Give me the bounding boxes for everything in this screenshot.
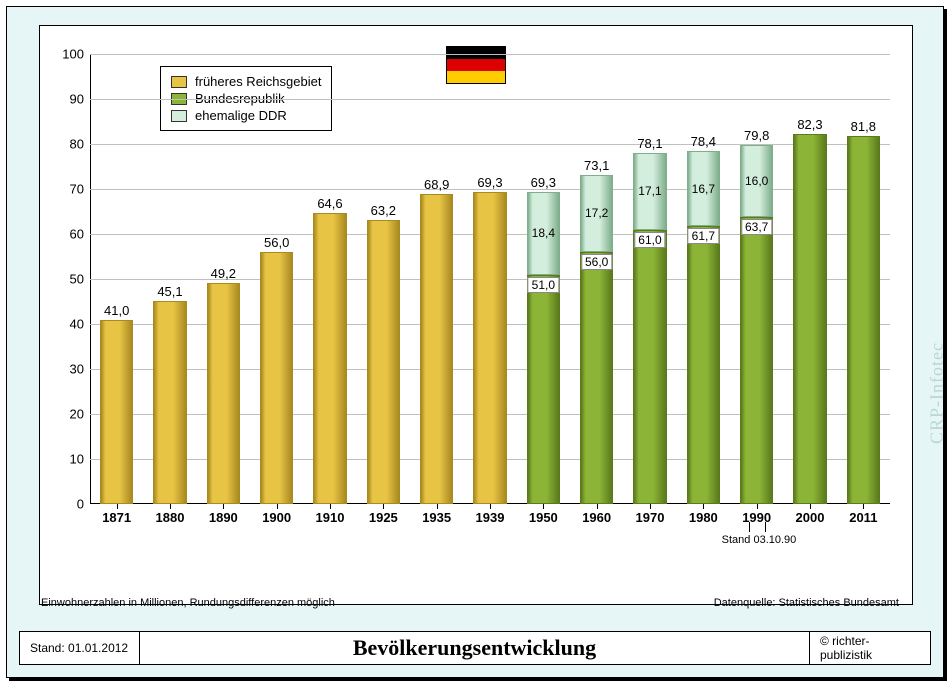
bar-group: 61,716,778,4 [687, 151, 720, 504]
bar-value-total: 56,0 [260, 235, 293, 252]
x-tick [383, 504, 384, 509]
bar-group: 63,716,079,8 [740, 145, 773, 504]
bar-value-brd: 63,7 [741, 219, 772, 235]
y-tick-label: 10 [60, 452, 90, 467]
x-tick [810, 504, 811, 509]
y-tick-label: 90 [60, 92, 90, 107]
bar-value-total: 68,9 [420, 177, 453, 194]
footnote-left: Einwohnerzahlen in Millionen, Rundungsdi… [41, 597, 335, 609]
bar-brd [740, 217, 773, 504]
bar-value-total: 45,1 [153, 284, 186, 301]
y-tick-label: 40 [60, 317, 90, 332]
bar-value-ddr: 16,7 [687, 182, 720, 196]
bar-brd [527, 275, 560, 505]
bar-value-total: 81,8 [847, 119, 880, 136]
bar-value-total: 79,8 [740, 128, 773, 145]
bar-brd [633, 230, 666, 505]
bar-value-brd: 56,0 [581, 254, 612, 270]
bar-group: 51,018,469,3 [527, 192, 560, 504]
bar-value-brd: 61,7 [688, 228, 719, 244]
bar-value-ddr: 16,0 [740, 174, 773, 188]
bar-brd [687, 226, 720, 504]
bar-reich [153, 301, 186, 504]
bar-value-brd: 61,0 [634, 232, 665, 248]
y-tick-label: 100 [60, 47, 90, 62]
bar-group: 56,0 [260, 252, 293, 504]
bar-value-total: 78,4 [687, 134, 720, 151]
bar-reich [313, 213, 346, 504]
bar-reich [473, 192, 506, 504]
x-tick [863, 504, 864, 509]
tick-1990-marker [765, 522, 766, 532]
bar-group: 82,3 [793, 134, 826, 504]
bar-value-total: 73,1 [580, 158, 613, 175]
bar-value-total: 63,2 [367, 203, 400, 220]
x-tick [597, 504, 598, 509]
bar-brd [580, 252, 613, 504]
bar-brd [793, 134, 826, 504]
bar-group: 81,8 [847, 136, 880, 504]
watermark: CRP-Infotec [927, 342, 948, 444]
bar-value-total: 69,3 [473, 175, 506, 192]
x-tick [650, 504, 651, 509]
outer-frame: früheres Reichsgebiet Bundesrepublik ehe… [6, 6, 944, 678]
bar-value-total: 78,1 [633, 136, 666, 153]
bar-group: 61,017,178,1 [633, 153, 666, 504]
y-tick-label: 50 [60, 272, 90, 287]
x-tick [170, 504, 171, 509]
gridline [90, 54, 890, 55]
bar-value-total: 49,2 [207, 266, 240, 283]
bar-reich [420, 194, 453, 504]
bar-value-ddr: 17,1 [633, 184, 666, 198]
plot-area: 010203040506070809010041,0187145,1188049… [90, 54, 890, 504]
footnote-right: Datenquelle: Statistisches Bundesamt [714, 597, 899, 609]
bar-value-ddr: 18,4 [527, 226, 560, 240]
y-tick-label: 70 [60, 182, 90, 197]
stand-date: Stand: 01.01.2012 [20, 632, 140, 664]
x-tick [490, 504, 491, 509]
x-tick [543, 504, 544, 509]
bar-group: 63,2 [367, 220, 400, 504]
bar-group: 68,9 [420, 194, 453, 504]
bar-value-total: 64,6 [313, 196, 346, 213]
x-tick [223, 504, 224, 509]
bottom-bar: Stand: 01.01.2012 Bevölkerungsentwicklun… [19, 631, 931, 665]
bar-group: 45,1 [153, 301, 186, 504]
x-tick [437, 504, 438, 509]
bar-reich [100, 320, 133, 505]
bar-brd [847, 136, 880, 504]
bar-value-ddr: 17,2 [580, 206, 613, 220]
y-tick-label: 30 [60, 362, 90, 377]
chart-panel: früheres Reichsgebiet Bundesrepublik ehe… [39, 25, 913, 605]
bar-group: 49,2 [207, 283, 240, 504]
stand-1990-note: Stand 03.10.90 [722, 534, 797, 546]
x-tick [703, 504, 704, 509]
x-tick [117, 504, 118, 509]
y-tick-label: 60 [60, 227, 90, 242]
bar-reich [367, 220, 400, 504]
bar-group: 69,3 [473, 192, 506, 504]
bar-group: 56,017,273,1 [580, 175, 613, 504]
copyright: © richter-publizistik [810, 632, 930, 664]
tick-1990-marker [749, 522, 750, 532]
y-tick-label: 0 [60, 497, 90, 512]
page-title: Bevölkerungsentwicklung [140, 632, 810, 664]
bar-reich [207, 283, 240, 504]
bar-value-brd: 51,0 [528, 277, 559, 293]
x-tick [757, 504, 758, 509]
bar-value-total: 69,3 [527, 175, 560, 192]
x-tick [277, 504, 278, 509]
bar-reich [260, 252, 293, 504]
bar-value-total: 82,3 [793, 117, 826, 134]
bar-group: 64,6 [313, 213, 346, 504]
x-tick [330, 504, 331, 509]
bar-group: 41,0 [100, 320, 133, 505]
bar-value-total: 41,0 [100, 303, 133, 320]
gridline [90, 99, 890, 100]
y-tick-label: 80 [60, 137, 90, 152]
y-tick-label: 20 [60, 407, 90, 422]
